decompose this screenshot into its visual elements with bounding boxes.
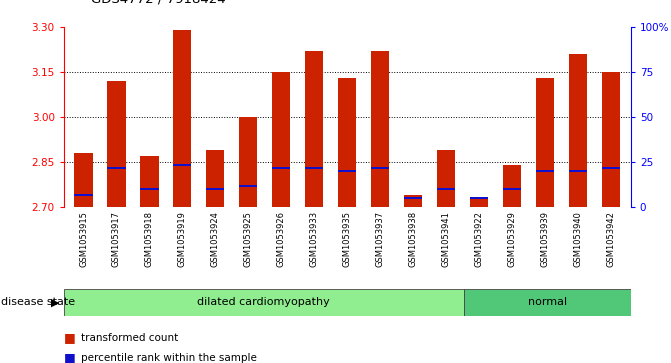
Text: GSM1053926: GSM1053926	[277, 211, 286, 267]
Text: GSM1053922: GSM1053922	[474, 211, 484, 267]
Text: GSM1053918: GSM1053918	[145, 211, 154, 267]
Text: GSM1053924: GSM1053924	[211, 211, 220, 267]
Bar	[602, 167, 620, 169]
Text: GSM1053935: GSM1053935	[343, 211, 352, 267]
Text: GSM1053929: GSM1053929	[507, 211, 517, 267]
Bar	[338, 78, 356, 207]
Text: GSM1053942: GSM1053942	[607, 211, 615, 267]
Bar	[569, 54, 587, 207]
Text: GDS4772 / 7918424: GDS4772 / 7918424	[91, 0, 225, 5]
Bar	[74, 153, 93, 207]
Bar	[272, 167, 291, 169]
Bar	[404, 197, 422, 199]
Bar	[503, 188, 521, 190]
Text: GSM1053937: GSM1053937	[376, 211, 384, 267]
Text: GSM1053915: GSM1053915	[79, 211, 88, 267]
Text: GSM1053919: GSM1053919	[178, 211, 187, 267]
Bar	[305, 51, 323, 207]
Text: GSM1053933: GSM1053933	[310, 211, 319, 267]
Bar	[371, 167, 389, 169]
Text: dilated cardiomyopathy: dilated cardiomyopathy	[197, 297, 330, 307]
Text: percentile rank within the sample: percentile rank within the sample	[81, 352, 256, 363]
Text: GSM1053941: GSM1053941	[442, 211, 451, 267]
Bar	[437, 150, 455, 207]
Bar	[173, 164, 191, 166]
Text: ■: ■	[64, 351, 76, 363]
Bar	[64, 289, 464, 316]
Text: GSM1053939: GSM1053939	[541, 211, 550, 267]
Bar	[206, 150, 224, 207]
Bar	[371, 51, 389, 207]
Bar	[338, 170, 356, 172]
Bar	[240, 185, 258, 187]
Text: GSM1053938: GSM1053938	[409, 211, 417, 267]
Text: GSM1053925: GSM1053925	[244, 211, 253, 267]
Bar	[206, 188, 224, 190]
Bar	[602, 72, 620, 207]
Bar	[569, 170, 587, 172]
Bar	[74, 194, 93, 196]
Bar	[140, 156, 158, 207]
Text: ■: ■	[64, 331, 76, 344]
Bar	[470, 198, 488, 207]
Text: ▶: ▶	[51, 297, 59, 307]
Bar	[107, 167, 125, 169]
Bar	[503, 165, 521, 207]
Text: normal: normal	[528, 297, 567, 307]
Text: GSM1053940: GSM1053940	[574, 211, 582, 267]
Bar	[536, 170, 554, 172]
Bar	[404, 195, 422, 207]
Bar	[305, 167, 323, 169]
Bar	[536, 78, 554, 207]
Bar	[173, 30, 191, 207]
Bar	[140, 188, 158, 190]
Text: transformed count: transformed count	[81, 333, 178, 343]
Bar	[107, 81, 125, 207]
Bar	[464, 289, 631, 316]
Bar	[272, 72, 291, 207]
Bar	[470, 197, 488, 199]
Bar	[437, 188, 455, 190]
Bar	[240, 117, 258, 207]
Text: disease state: disease state	[1, 297, 75, 307]
Text: GSM1053917: GSM1053917	[112, 211, 121, 267]
